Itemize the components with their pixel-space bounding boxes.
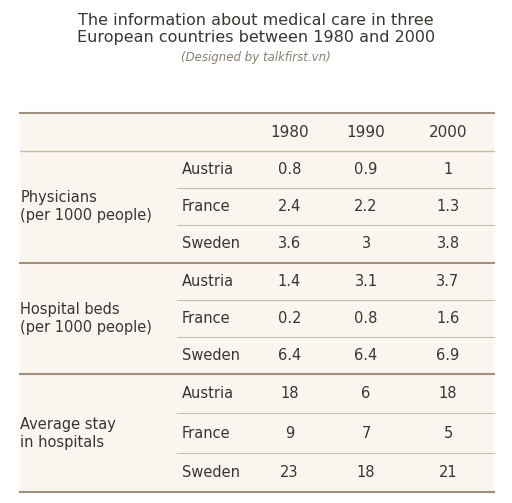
Text: 9: 9	[285, 426, 294, 441]
Text: France: France	[182, 199, 230, 214]
Text: Austria: Austria	[182, 386, 234, 401]
Text: in hospitals: in hospitals	[20, 435, 104, 450]
Text: 3.8: 3.8	[436, 236, 460, 252]
Text: 6: 6	[361, 386, 371, 401]
Text: France: France	[182, 311, 230, 326]
Text: Hospital beds: Hospital beds	[20, 302, 120, 317]
Text: 7: 7	[361, 426, 371, 441]
Text: 0.2: 0.2	[278, 311, 301, 326]
Text: 21: 21	[439, 465, 457, 480]
Text: France: France	[182, 426, 230, 441]
Text: 3: 3	[361, 236, 371, 252]
Text: 1980: 1980	[270, 125, 309, 139]
Text: 0.8: 0.8	[278, 162, 301, 177]
Text: 1.4: 1.4	[278, 274, 301, 289]
Text: The information about medical care in three: The information about medical care in th…	[78, 13, 434, 28]
Text: 6.4: 6.4	[354, 348, 378, 363]
Text: 18: 18	[439, 386, 457, 401]
Text: 3.1: 3.1	[354, 274, 378, 289]
Text: European countries between 1980 and 2000: European countries between 1980 and 2000	[77, 30, 435, 45]
Text: 23: 23	[280, 465, 298, 480]
Text: Physicians: Physicians	[20, 190, 97, 205]
Text: 2000: 2000	[429, 125, 467, 139]
Text: 0.8: 0.8	[354, 311, 378, 326]
Text: 18: 18	[357, 465, 375, 480]
Text: Sweden: Sweden	[182, 465, 240, 480]
Text: (Designed by talkfirst.vn): (Designed by talkfirst.vn)	[181, 51, 331, 64]
Text: 3.7: 3.7	[436, 274, 460, 289]
Text: 6.9: 6.9	[436, 348, 460, 363]
Text: 3.6: 3.6	[278, 236, 301, 252]
Text: (per 1000 people): (per 1000 people)	[20, 320, 153, 335]
Text: 5: 5	[443, 426, 453, 441]
Text: 6.4: 6.4	[278, 348, 301, 363]
Text: 0.9: 0.9	[354, 162, 378, 177]
Text: (per 1000 people): (per 1000 people)	[20, 208, 153, 223]
Text: Austria: Austria	[182, 274, 234, 289]
Text: 18: 18	[280, 386, 298, 401]
Text: Austria: Austria	[182, 162, 234, 177]
Text: 1990: 1990	[347, 125, 386, 139]
Text: 1: 1	[443, 162, 453, 177]
Text: 2.4: 2.4	[278, 199, 301, 214]
Text: 2.2: 2.2	[354, 199, 378, 214]
Text: 1.6: 1.6	[436, 311, 460, 326]
Text: Sweden: Sweden	[182, 348, 240, 363]
Text: 1.3: 1.3	[436, 199, 460, 214]
Text: Sweden: Sweden	[182, 236, 240, 252]
Text: Average stay: Average stay	[20, 416, 116, 432]
